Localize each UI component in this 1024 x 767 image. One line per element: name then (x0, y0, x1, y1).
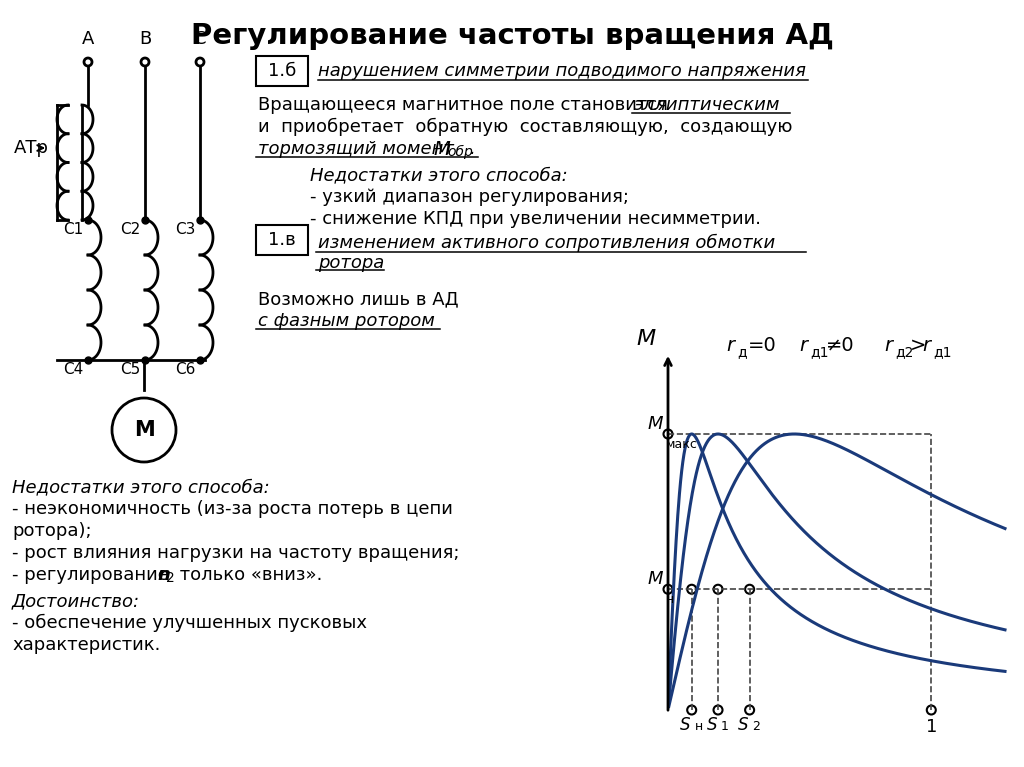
Text: C: C (194, 30, 206, 48)
Text: M: M (637, 329, 656, 349)
Text: >: > (910, 336, 927, 355)
Text: только «вниз».: только «вниз». (174, 566, 323, 584)
Text: Недостатки этого способа:: Недостатки этого способа: (310, 166, 567, 184)
Text: r: r (922, 336, 930, 355)
Text: эллиптическим: эллиптическим (634, 96, 780, 114)
Text: M: M (133, 420, 155, 440)
Text: н: н (666, 593, 674, 606)
Text: .: . (470, 140, 476, 158)
Text: - снижение КПД при увеличении несимметрии.: - снижение КПД при увеличении несимметри… (310, 210, 761, 228)
Text: - неэкономичность (из-за роста потерь в цепи: - неэкономичность (из-за роста потерь в … (12, 500, 453, 518)
Text: C3: C3 (175, 222, 195, 237)
Text: C2: C2 (120, 222, 140, 237)
Text: - обеспечение улучшенных пусковых: - обеспечение улучшенных пусковых (12, 614, 367, 632)
Text: д1: д1 (933, 345, 951, 359)
Text: S: S (738, 716, 749, 734)
Text: тормозящий момент: тормозящий момент (258, 140, 460, 158)
Text: Возможно лишь в АД: Возможно лишь в АД (258, 290, 459, 308)
Text: д2: д2 (895, 345, 913, 359)
Text: S: S (680, 716, 691, 734)
Text: д: д (737, 345, 746, 359)
Text: д1: д1 (811, 345, 829, 359)
Text: C5: C5 (120, 362, 140, 377)
Text: =0: =0 (748, 336, 776, 355)
Text: 1.в: 1.в (268, 231, 296, 249)
Text: B: B (139, 30, 152, 48)
Text: макс: макс (666, 438, 698, 451)
Text: обр: обр (447, 145, 473, 159)
Text: 2: 2 (753, 720, 761, 733)
Text: изменением активного сопротивления обмотки: изменением активного сопротивления обмот… (318, 234, 775, 252)
Text: - узкий диапазон регулирования;: - узкий диапазон регулирования; (310, 188, 629, 206)
FancyBboxPatch shape (256, 225, 308, 255)
Text: C1: C1 (62, 222, 83, 237)
Text: r: r (726, 336, 734, 355)
Text: Достоинство:: Достоинство: (12, 592, 140, 610)
Text: M: M (647, 570, 663, 588)
Text: n: n (157, 566, 170, 584)
Text: с фазным ротором: с фазным ротором (258, 312, 435, 330)
Text: АТр: АТр (14, 139, 49, 157)
Text: характеристик.: характеристик. (12, 636, 161, 654)
Text: Вращающееся магнитное поле становится: Вращающееся магнитное поле становится (258, 96, 668, 114)
Text: 1.б: 1.б (268, 62, 296, 80)
Text: Недостатки этого способа:: Недостатки этого способа: (12, 478, 269, 496)
Text: C4: C4 (62, 362, 83, 377)
Text: r: r (800, 336, 808, 355)
Text: Регулирование частоты вращения АД: Регулирование частоты вращения АД (190, 22, 834, 50)
Text: C6: C6 (175, 362, 195, 377)
Text: н: н (694, 720, 702, 733)
FancyBboxPatch shape (256, 56, 308, 86)
Text: ротора);: ротора); (12, 522, 91, 540)
Text: ≠0: ≠0 (825, 336, 854, 355)
Text: M: M (647, 415, 663, 433)
Text: и  приобретает  обратную  составляющую,  создающую: и приобретает обратную составляющую, соз… (258, 118, 793, 137)
Text: 1: 1 (721, 720, 729, 733)
Text: A: A (82, 30, 94, 48)
Text: r: r (884, 336, 892, 355)
Text: нарушением симметрии подводимого напряжения: нарушением симметрии подводимого напряже… (318, 62, 806, 80)
Text: 2: 2 (166, 571, 175, 585)
Text: M: M (433, 140, 450, 159)
Text: S: S (707, 716, 717, 734)
Text: 1: 1 (926, 718, 937, 736)
Text: - регулирование: - регулирование (12, 566, 175, 584)
Text: ротора: ротора (318, 254, 384, 272)
Text: - рост влияния нагрузки на частоту вращения;: - рост влияния нагрузки на частоту враще… (12, 544, 460, 562)
